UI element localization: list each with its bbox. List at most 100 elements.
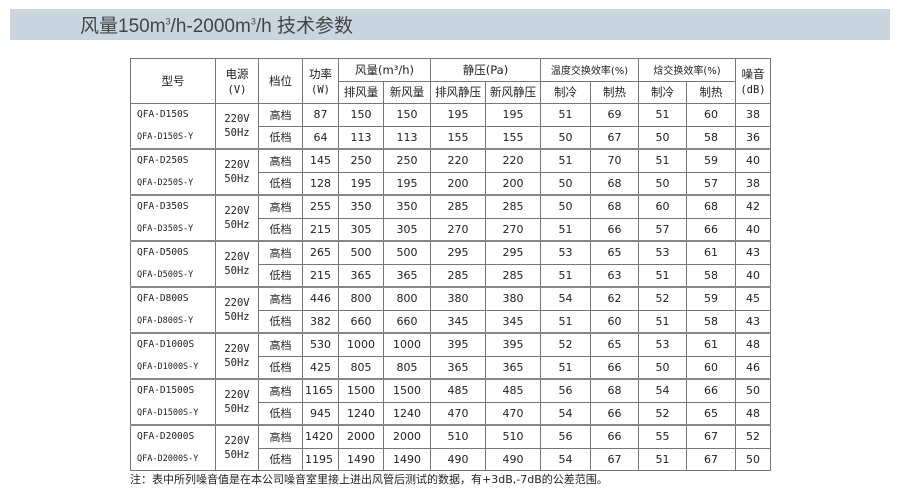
value-cell: 250 [383,148,431,173]
value-cell: 195 [383,171,431,196]
gear-cell: 低档 [258,401,303,426]
value-cell: 50 [540,125,591,150]
value-cell: 60 [686,103,736,127]
voltage-value: 50Hz [224,173,250,185]
voltage-cell: 220V 50Hz [215,424,259,471]
voltage-cell: 220V 50Hz [215,240,259,288]
value-cell: 1420 [302,424,339,449]
value-cell: 2000 [338,424,384,449]
model-name: QFA-D1000S-Y [137,362,199,372]
value-cell: 61 [686,332,736,357]
value-cell: 50 [638,125,687,150]
value-cell: 395 [430,332,486,357]
value-cell: 45 [735,286,771,311]
value-cell: 48 [735,332,771,357]
value-cell: 54 [638,378,687,403]
model-cell: QFA-D1000S QFA-D1000S-Y [130,332,216,380]
header-temp-eff: 温度交换效率(%) [540,58,639,82]
value-cell: 50 [540,171,591,196]
value-cell: 490 [430,447,486,471]
value-cell: 800 [338,286,384,311]
value-cell: 48 [735,401,771,426]
page-title: 风量150m3/h-2000m3/h 技术参数 [80,11,353,38]
title-part: /h-2000m [170,16,251,37]
value-cell: 40 [735,217,771,242]
gear-cell: 高档 [258,424,303,449]
value-cell: 1240 [383,401,431,426]
table-row: QFA-D350S QFA-D350S-Y 220V 50Hz 高档 255 350 350 2… [130,194,771,242]
model-name: QFA-D150S [137,109,189,120]
value-cell: 800 [383,286,431,311]
voltage-value: 50Hz [224,219,250,231]
gear-cell: 高档 [258,286,303,311]
table-row: QFA-D2000S QFA-D2000S-Y 220V 50Hz 高档 1420 2000… [130,424,771,471]
value-cell: 350 [338,194,384,219]
value-cell: 59 [686,148,736,173]
table-row: QFA-D800S QFA-D800S-Y 220V 50Hz 高档 446 800 800 3… [130,286,771,334]
gear-cell: 高档 [258,194,303,219]
voltage-cell: 220V 50Hz [215,194,259,242]
value-cell: 66 [590,217,639,242]
value-cell: 70 [590,148,639,173]
value-cell: 51 [540,263,591,288]
value-cell: 57 [638,217,687,242]
value-cell: 345 [430,309,486,334]
value-cell: 365 [430,355,486,380]
voltage-value: 50Hz [224,265,250,277]
model-cell: QFA-D1500S QFA-D1500S-Y [130,378,216,426]
value-cell: 52 [638,286,687,311]
value-cell: 60 [686,355,736,380]
model-cell: QFA-D350S QFA-D350S-Y [130,194,216,242]
value-cell: 446 [302,286,339,311]
gear-cell: 低档 [258,355,303,380]
value-cell: 51 [638,309,687,334]
value-cell: 56 [540,424,591,449]
value-cell: 510 [430,424,486,449]
voltage-value: 50Hz [224,357,250,369]
value-cell: 285 [485,194,541,219]
value-cell: 43 [735,240,771,265]
value-cell: 56 [540,378,591,403]
value-cell: 1240 [338,401,384,426]
model-name: QFA-D2000S-Y [137,454,199,464]
value-cell: 59 [686,286,736,311]
model-name: QFA-D800S [137,293,189,304]
value-cell: 54 [540,447,591,471]
value-cell: 40 [735,263,771,288]
gear-cell: 高档 [258,240,303,265]
header-power: 电源 (V) [215,58,259,104]
value-cell: 1490 [383,447,431,471]
value-cell: 51 [540,217,591,242]
gear-cell: 低档 [258,125,303,150]
voltage-value: 220V [224,297,250,309]
gear-cell: 低档 [258,447,303,471]
value-cell: 42 [735,194,771,219]
value-cell: 50 [735,447,771,471]
model-cell: QFA-D500S QFA-D500S-Y [130,240,216,288]
value-cell: 66 [686,217,736,242]
value-cell: 510 [485,424,541,449]
value-cell: 36 [735,125,771,150]
model-name: QFA-D350S [137,201,189,212]
value-cell: 51 [540,103,591,127]
footnote: 注：表中所列噪音值是在本公司噪音室里接上进出风管后测试的数据，有+3dB,-7d… [130,473,608,486]
value-cell: 265 [302,240,339,265]
value-cell: 1500 [338,378,384,403]
value-cell: 55 [638,424,687,449]
value-cell: 51 [540,148,591,173]
value-cell: 305 [383,217,431,242]
value-cell: 66 [590,424,639,449]
header-model: 型号 [130,58,216,104]
value-cell: 220 [485,148,541,173]
gear-cell: 低档 [258,171,303,196]
value-cell: 64 [302,125,339,150]
value-cell: 150 [338,103,384,127]
voltage-cell: 220V 50Hz [215,103,259,150]
value-cell: 285 [485,263,541,288]
gear-cell: 低档 [258,309,303,334]
value-cell: 1165 [302,378,339,403]
value-cell: 470 [485,401,541,426]
model-name: QFA-D500S-Y [137,270,194,280]
value-cell: 215 [302,217,339,242]
value-cell: 155 [430,125,486,150]
